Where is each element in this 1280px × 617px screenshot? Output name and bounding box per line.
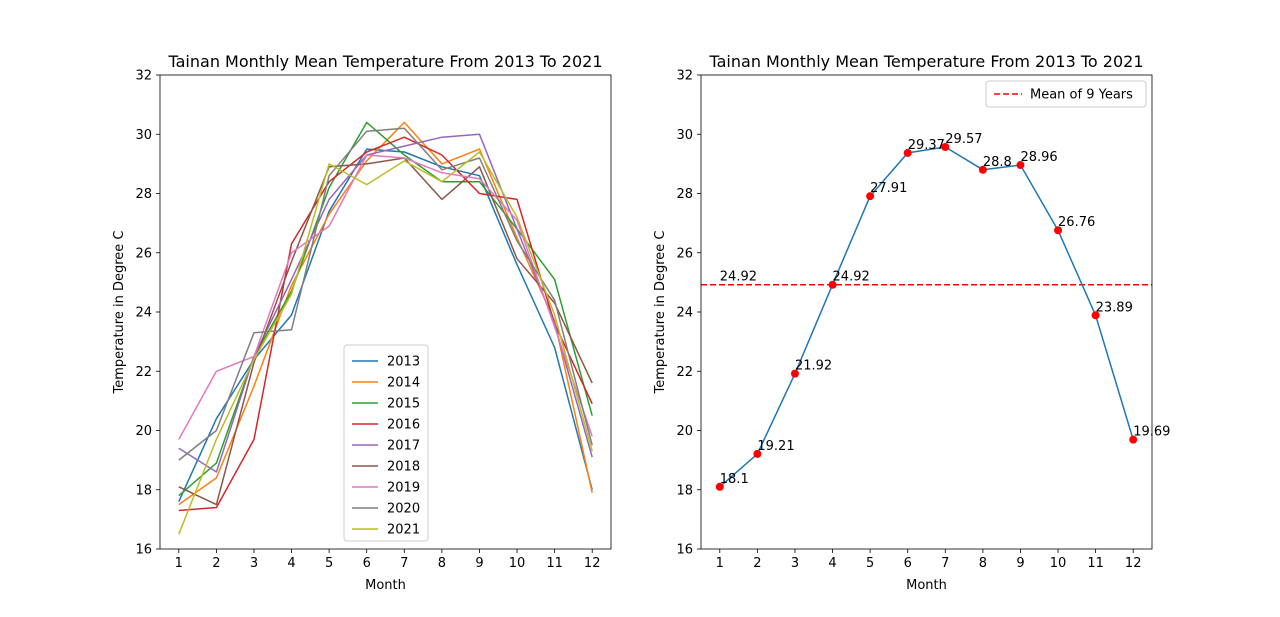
legend-entry: 2018 — [387, 460, 420, 475]
x-tick-label: 11 — [1087, 556, 1104, 571]
x-tick-label: 1 — [716, 556, 724, 571]
x-tick-label: 3 — [250, 556, 258, 571]
chart-nine-year-mean: 1 2 3 4 5 6 7 8 9 10 11 12161820222426283032Tainan … — [653, 52, 1170, 593]
x-tick-label: 6 — [363, 556, 371, 571]
y-tick-label: 20 — [135, 424, 152, 439]
data-point — [828, 280, 837, 289]
legend-entry: 2017 — [387, 439, 420, 454]
legend-entry: 2013 — [387, 355, 420, 370]
y-tick-label: 32 — [676, 69, 693, 84]
series-line-2016 — [178, 136, 593, 512]
y-tick-label: 24 — [676, 306, 693, 321]
y-tick-label: 24 — [135, 306, 152, 321]
series-line-2020 — [178, 127, 593, 461]
series-line-2021 — [178, 151, 593, 535]
x-tick-label: 8 — [438, 556, 446, 571]
chart-title: Tainan Monthly Mean Temperature From 201… — [709, 52, 1144, 71]
data-point — [1016, 161, 1025, 170]
data-point — [978, 165, 987, 174]
x-tick-label: 7 — [941, 556, 949, 571]
data-label: 24.92 — [833, 270, 870, 285]
data-label: 19.21 — [757, 439, 794, 454]
data-point — [715, 482, 724, 491]
y-tick-label: 30 — [135, 128, 152, 143]
legend-entry: 2014 — [387, 376, 420, 391]
data-label: 28.8 — [983, 155, 1012, 170]
x-tick-label: 10 — [1050, 556, 1067, 571]
y-tick-label: 22 — [135, 365, 152, 380]
mean-temperature-line — [719, 146, 1134, 488]
data-point — [790, 369, 799, 378]
legend-entry: 2016 — [387, 418, 420, 433]
x-tick-label: 3 — [791, 556, 799, 571]
x-tick-label: 12 — [1125, 556, 1142, 571]
x-tick-label: 4 — [828, 556, 836, 571]
x-axis-label: Month — [906, 578, 947, 593]
data-label: 21.92 — [795, 359, 832, 374]
legend-box — [985, 80, 1147, 108]
x-tick-label: 11 — [546, 556, 563, 571]
x-tick-label: 9 — [475, 556, 483, 571]
data-point — [866, 192, 875, 201]
legend-box — [343, 344, 429, 542]
x-tick-label: 5 — [325, 556, 333, 571]
x-tick-label: 12 — [584, 556, 601, 571]
y-axis-label: Temperature in Degree C — [112, 231, 127, 395]
data-label: 29.37 — [908, 138, 945, 153]
series-line-2017 — [178, 133, 593, 473]
y-tick-label: 32 — [135, 69, 152, 84]
y-tick-label: 16 — [676, 543, 693, 558]
y-tick-label: 16 — [135, 543, 152, 558]
x-tick-label: 7 — [400, 556, 408, 571]
legend-entry: 2015 — [387, 397, 420, 412]
y-tick-label: 28 — [135, 187, 152, 202]
series-line-2018 — [178, 157, 593, 506]
legend-entry: 2021 — [387, 523, 420, 538]
y-tick-label: 22 — [676, 365, 693, 380]
data-point — [1129, 435, 1138, 444]
legend-entry: 2020 — [387, 502, 420, 517]
x-tick-label: 1 — [175, 556, 183, 571]
series-line-2019 — [178, 154, 593, 440]
data-label: 26.76 — [1058, 215, 1095, 230]
y-tick-label: 18 — [135, 483, 152, 498]
y-tick-label: 28 — [676, 187, 693, 202]
x-tick-label: 9 — [1016, 556, 1024, 571]
x-tick-label: 6 — [904, 556, 912, 571]
legend-entry: Mean of 9 Years — [1030, 88, 1133, 103]
x-tick-label: 10 — [509, 556, 526, 571]
data-point — [1091, 311, 1100, 320]
data-point — [941, 142, 950, 151]
x-tick-label: 2 — [753, 556, 761, 571]
plot-frame — [700, 74, 1153, 550]
data-point — [1054, 226, 1063, 235]
x-tick-label: 2 — [212, 556, 220, 571]
data-label: 29.57 — [945, 132, 982, 147]
y-tick-label: 30 — [676, 128, 693, 143]
y-tick-label: 26 — [135, 246, 152, 261]
x-tick-label: 8 — [979, 556, 987, 571]
plot-frame — [159, 74, 612, 550]
y-tick-label: 26 — [676, 246, 693, 261]
x-tick-label: 5 — [866, 556, 874, 571]
x-axis-label: Month — [365, 578, 406, 593]
chart-yearly-temperatures: 1 2 3 4 5 6 7 8 9 10 11 12161820222426283032Tainan … — [112, 52, 612, 593]
data-label: 23.89 — [1096, 300, 1133, 315]
y-tick-label: 18 — [676, 483, 693, 498]
data-label: 28.96 — [1020, 150, 1057, 165]
chart-title: Tainan Monthly Mean Temperature From 201… — [168, 52, 603, 71]
y-tick-label: 20 — [676, 424, 693, 439]
y-axis-label: Temperature in Degree C — [653, 231, 668, 395]
mean-label: 24.92 — [720, 270, 757, 285]
data-point — [753, 449, 762, 458]
data-label: 18.1 — [720, 472, 749, 487]
data-label: 27.91 — [870, 181, 907, 196]
legend-entry: 2019 — [387, 481, 420, 496]
data-point — [903, 148, 912, 157]
x-tick-label: 4 — [287, 556, 295, 571]
